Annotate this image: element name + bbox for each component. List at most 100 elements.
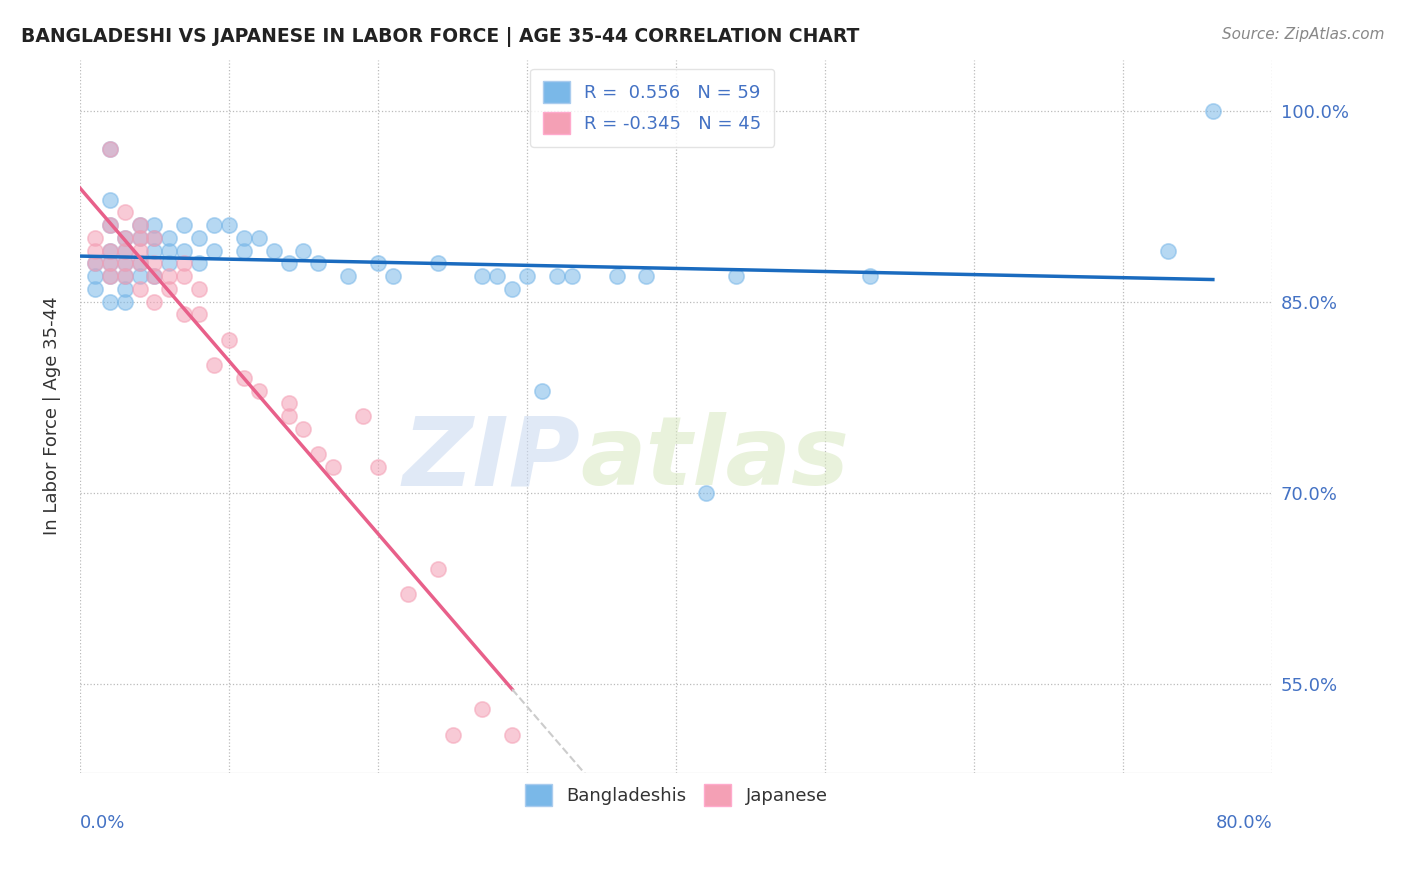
Point — [530, 384, 553, 398]
Point — [471, 702, 494, 716]
Point — [83, 231, 105, 245]
Point — [157, 231, 180, 245]
Point — [441, 727, 464, 741]
Point — [98, 218, 121, 232]
Point — [98, 142, 121, 156]
Point — [98, 244, 121, 258]
Point — [202, 218, 225, 232]
Point — [1202, 103, 1225, 118]
Point — [322, 460, 344, 475]
Point — [128, 231, 150, 245]
Text: 0.0%: 0.0% — [80, 814, 125, 832]
Point — [128, 244, 150, 258]
Point — [381, 269, 404, 284]
Point — [83, 244, 105, 258]
Point — [561, 269, 583, 284]
Point — [114, 205, 136, 219]
Point — [292, 244, 315, 258]
Point — [114, 256, 136, 270]
Point — [98, 256, 121, 270]
Point — [114, 231, 136, 245]
Point — [218, 218, 240, 232]
Point — [157, 282, 180, 296]
Point — [114, 269, 136, 284]
Point — [636, 269, 658, 284]
Point — [98, 142, 121, 156]
Point — [307, 447, 329, 461]
Point — [695, 485, 717, 500]
Point — [83, 269, 105, 284]
Text: Source: ZipAtlas.com: Source: ZipAtlas.com — [1222, 27, 1385, 42]
Point — [128, 256, 150, 270]
Text: 80.0%: 80.0% — [1216, 814, 1272, 832]
Point — [143, 256, 166, 270]
Point — [98, 294, 121, 309]
Point — [114, 256, 136, 270]
Point — [114, 282, 136, 296]
Point — [173, 307, 195, 321]
Legend: Bangladeshis, Japanese: Bangladeshis, Japanese — [517, 777, 835, 814]
Point — [143, 218, 166, 232]
Point — [337, 269, 360, 284]
Point — [114, 294, 136, 309]
Point — [128, 256, 150, 270]
Point — [188, 231, 211, 245]
Point — [98, 269, 121, 284]
Point — [114, 231, 136, 245]
Point — [128, 218, 150, 232]
Point — [277, 256, 299, 270]
Point — [367, 460, 389, 475]
Point — [501, 727, 523, 741]
Point — [292, 422, 315, 436]
Point — [232, 371, 254, 385]
Point — [128, 231, 150, 245]
Point — [859, 269, 882, 284]
Point — [277, 396, 299, 410]
Point — [173, 244, 195, 258]
Point — [188, 307, 211, 321]
Text: atlas: atlas — [581, 412, 849, 506]
Point — [426, 562, 449, 576]
Point — [114, 269, 136, 284]
Point — [157, 256, 180, 270]
Point — [143, 231, 166, 245]
Point — [218, 333, 240, 347]
Point — [232, 231, 254, 245]
Point — [247, 384, 270, 398]
Point — [516, 269, 538, 284]
Point — [98, 193, 121, 207]
Point — [83, 256, 105, 270]
Point — [426, 256, 449, 270]
Point — [263, 244, 285, 258]
Point — [114, 244, 136, 258]
Point — [277, 409, 299, 424]
Point — [143, 244, 166, 258]
Point — [724, 269, 747, 284]
Point — [232, 244, 254, 258]
Point — [247, 231, 270, 245]
Point — [367, 256, 389, 270]
Point — [157, 244, 180, 258]
Point — [114, 244, 136, 258]
Point — [202, 358, 225, 372]
Point — [98, 256, 121, 270]
Point — [173, 269, 195, 284]
Y-axis label: In Labor Force | Age 35-44: In Labor Force | Age 35-44 — [44, 297, 60, 535]
Point — [98, 269, 121, 284]
Point — [173, 218, 195, 232]
Point — [143, 269, 166, 284]
Point — [143, 294, 166, 309]
Point — [188, 256, 211, 270]
Text: BANGLADESHI VS JAPANESE IN LABOR FORCE | AGE 35-44 CORRELATION CHART: BANGLADESHI VS JAPANESE IN LABOR FORCE |… — [21, 27, 859, 46]
Point — [606, 269, 628, 284]
Point — [396, 587, 419, 601]
Point — [546, 269, 568, 284]
Point — [471, 269, 494, 284]
Point — [98, 244, 121, 258]
Point — [202, 244, 225, 258]
Point — [307, 256, 329, 270]
Point — [143, 231, 166, 245]
Text: ZIP: ZIP — [404, 412, 581, 506]
Point — [352, 409, 374, 424]
Point — [173, 256, 195, 270]
